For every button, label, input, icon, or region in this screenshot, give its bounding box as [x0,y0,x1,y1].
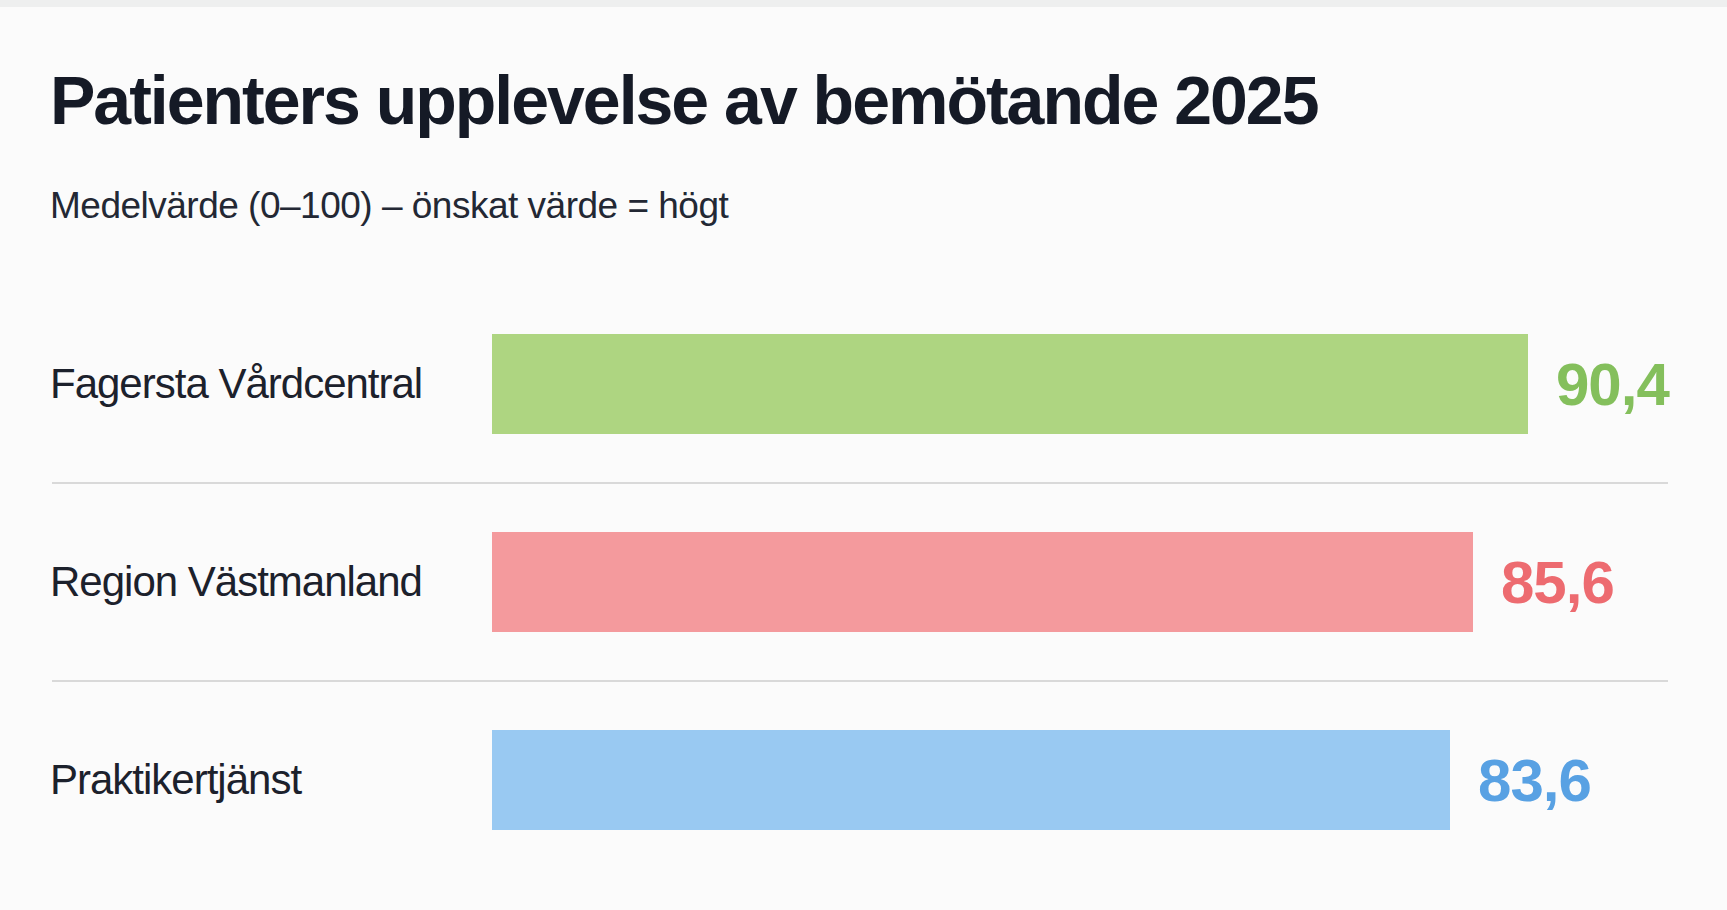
bar-value-fagersta-vardcentral: 90,4 [1556,350,1669,419]
bar-fagersta-vardcentral [492,334,1528,434]
bar-label-fagersta-vardcentral: Fagersta Vårdcentral [50,360,492,408]
bar-track: 83,6 [492,730,1638,830]
chart-title: Patienters upplevelse av bemötande 2025 [50,62,1727,138]
bar-row-praktikertjanst: Praktikertjänst 83,6 [50,682,1727,878]
bar-track: 90,4 [492,334,1638,434]
chart-subtitle: Medelvärde (0–100) – önskat värde = högt [50,184,1727,228]
chart-page: Patienters upplevelse av bemötande 2025 … [0,62,1727,878]
bar-value-praktikertjanst: 83,6 [1478,746,1591,815]
bar-row-fagersta-vardcentral: Fagersta Vårdcentral 90,4 [50,286,1727,482]
bar-region-vastmanland [492,532,1473,632]
bar-row-region-vastmanland: Region Västmanland 85,6 [50,484,1727,680]
bar-chart: Fagersta Vårdcentral 90,4 Region Västman… [50,286,1727,878]
top-edge-strip [0,0,1727,7]
bar-track: 85,6 [492,532,1638,632]
bar-label-region-vastmanland: Region Västmanland [50,558,492,606]
bar-label-praktikertjanst: Praktikertjänst [50,756,492,804]
bar-praktikertjanst [492,730,1450,830]
bar-value-region-vastmanland: 85,6 [1501,548,1614,617]
